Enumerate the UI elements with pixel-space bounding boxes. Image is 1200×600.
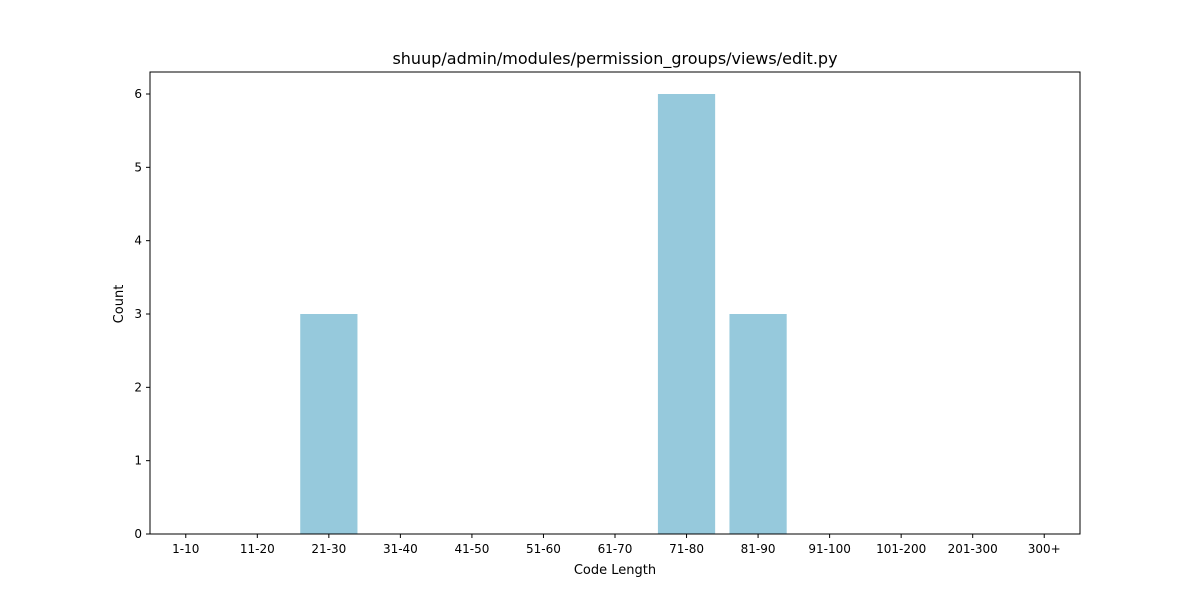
y-axis-label: Count — [112, 285, 127, 324]
bar-81-90 — [729, 314, 787, 534]
x-tick-label: 11-20 — [240, 542, 275, 556]
x-axis-label: Code Length — [574, 563, 656, 578]
chart-title: shuup/admin/modules/permission_groups/vi… — [392, 49, 837, 69]
bars-group — [300, 94, 787, 534]
x-tick-label: 101-200 — [876, 542, 926, 556]
y-tick-label: 5 — [134, 160, 142, 174]
x-tick-label: 31-40 — [383, 542, 418, 556]
y-tick-label: 1 — [134, 454, 142, 468]
bar-71-80 — [657, 94, 716, 534]
bar-21-30 — [300, 314, 358, 534]
x-tick-label: 51-60 — [526, 542, 561, 556]
plot-frame — [149, 71, 1081, 535]
x-tick-label: 300+ — [1028, 542, 1061, 556]
x-tick-label: 71-80 — [669, 542, 704, 556]
x-axis-ticks: 1-10 11-20 21-30 31-40 41-50 51-60 61-70 71-80 8… — [172, 534, 1061, 556]
x-tick-label: 1-10 — [172, 542, 199, 556]
y-tick-label: 0 — [134, 527, 142, 541]
y-axis-ticks: 0 1 2 3 4 5 6 — [134, 87, 150, 541]
y-tick-label: 3 — [134, 307, 142, 321]
x-tick-label: 201-300 — [948, 542, 998, 556]
y-tick-label: 2 — [134, 380, 142, 394]
x-tick-label: 61-70 — [598, 542, 633, 556]
y-tick-label: 6 — [134, 87, 142, 101]
x-tick-label: 21-30 — [311, 542, 346, 556]
x-tick-label: 41-50 — [454, 542, 489, 556]
x-tick-label: 81-90 — [741, 542, 776, 556]
y-tick-label: 4 — [134, 234, 142, 248]
x-tick-label: 91-100 — [808, 542, 851, 556]
